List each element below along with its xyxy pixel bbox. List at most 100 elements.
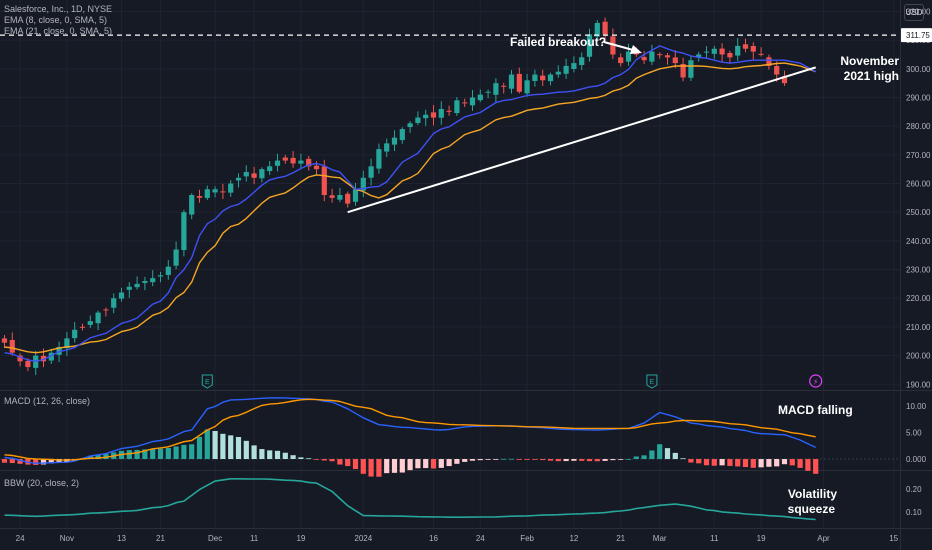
ema-fast-line [4,45,817,362]
candle-body [501,85,507,87]
candle-body [399,129,405,141]
macd-histogram-bar [267,450,273,460]
candle [95,310,101,331]
macd-histogram-bar [750,459,756,468]
candle-body [423,114,429,119]
legend-ticker[interactable]: Salesforce, Inc., 1D, NYSE [4,4,113,14]
candle [352,182,359,206]
candle-body [750,46,756,52]
macd-histogram-bar [774,459,780,467]
candle-body [306,158,312,167]
macd-histogram-bar [337,459,343,465]
candle-body [618,57,624,64]
candle-body [711,48,717,54]
legend-macd[interactable]: MACD (12, 26, close) [4,396,91,406]
macd-histogram-bar [313,459,320,460]
candle-body [267,166,273,172]
candle [17,353,23,367]
candle [126,282,132,298]
time-tick-label: 13 [117,534,126,543]
candle-body [251,173,257,178]
macd-histogram-bar [649,450,655,460]
macd-histogram-bar [618,459,624,460]
grid-lines [0,0,900,528]
macd-histogram-bar [40,459,47,465]
candle [594,20,600,42]
candle [111,293,117,314]
macd-histogram-bar [321,459,327,461]
macd-histogram-bar [17,459,23,464]
candle [469,90,476,111]
macd-histogram-bar [95,454,101,460]
candle [48,348,54,364]
price-marker-box [901,28,932,43]
candle-body [641,57,647,61]
macd-histogram-bar [173,446,179,460]
time-tick-label: Dec [208,534,222,543]
earnings-marker-shape [646,374,658,389]
legend-bbw[interactable]: BBW (20, close, 2) [4,478,80,488]
macd-histogram-bar [196,436,203,460]
candle-body [368,166,374,178]
candle-body [735,45,741,56]
price-tick-label: 200.00 [906,352,931,361]
macd-histogram-bar [672,452,678,460]
candle [649,44,655,66]
time-tick-label: Feb [520,534,534,543]
candle [516,67,522,94]
candle-body [103,309,109,311]
macd-histogram-bar [657,444,663,460]
candle-body [547,74,554,82]
macd-histogram-bar [516,459,522,460]
macd-histogram-bar [462,459,468,462]
candle-body [657,54,663,56]
candle-body [696,54,702,58]
macd-histogram-bar [290,455,296,460]
candle [173,241,179,270]
candle-body [321,166,327,195]
macd-histogram-bar [594,459,600,462]
macd-histogram-bar [87,455,93,460]
macd-histogram-bar [688,459,694,463]
candle [9,332,15,356]
candle [329,188,335,203]
annotation-arrowhead [630,45,642,54]
candle [742,38,749,53]
candle [766,54,772,70]
candle [33,350,39,376]
candle-body [360,177,366,191]
candle [618,53,624,67]
macd-histogram-bar [438,459,444,468]
currency-button[interactable]: USD [904,4,924,21]
candle-body [243,172,249,177]
candle-body [329,195,335,198]
candle-body [1,338,8,343]
earnings-marker-label: E [650,379,655,386]
earnings-marker [201,374,213,389]
candle-body [181,212,187,250]
macd-histogram-bar [204,429,210,460]
ema-slow-line [4,62,816,354]
candle-body [462,102,468,104]
candle [103,307,109,317]
macd-histogram-bar [805,459,811,471]
candle-body [95,312,101,324]
candle [462,98,468,108]
legend-ema-slow[interactable]: EMA (21, close, 0, SMA, 5) [4,26,113,36]
candle-body [25,360,31,368]
macd-histogram-bar [384,459,390,474]
candle-body [87,321,93,325]
candle-body [189,195,195,215]
macd-tick-label: 10.00 [906,402,927,411]
candle [540,69,546,87]
macd-histogram-bar [579,459,585,461]
legend-ema-fast[interactable]: EMA (8, close, 0, SMA, 5) [4,15,108,25]
candle [306,155,312,171]
candle-body [126,286,132,290]
price-tick-label: 280.00 [906,122,931,131]
macd-histogram-bar [165,447,171,460]
macd-histogram-bar [766,459,772,467]
macd-histogram-bar [555,459,561,462]
time-tick-label: 2024 [354,534,372,543]
